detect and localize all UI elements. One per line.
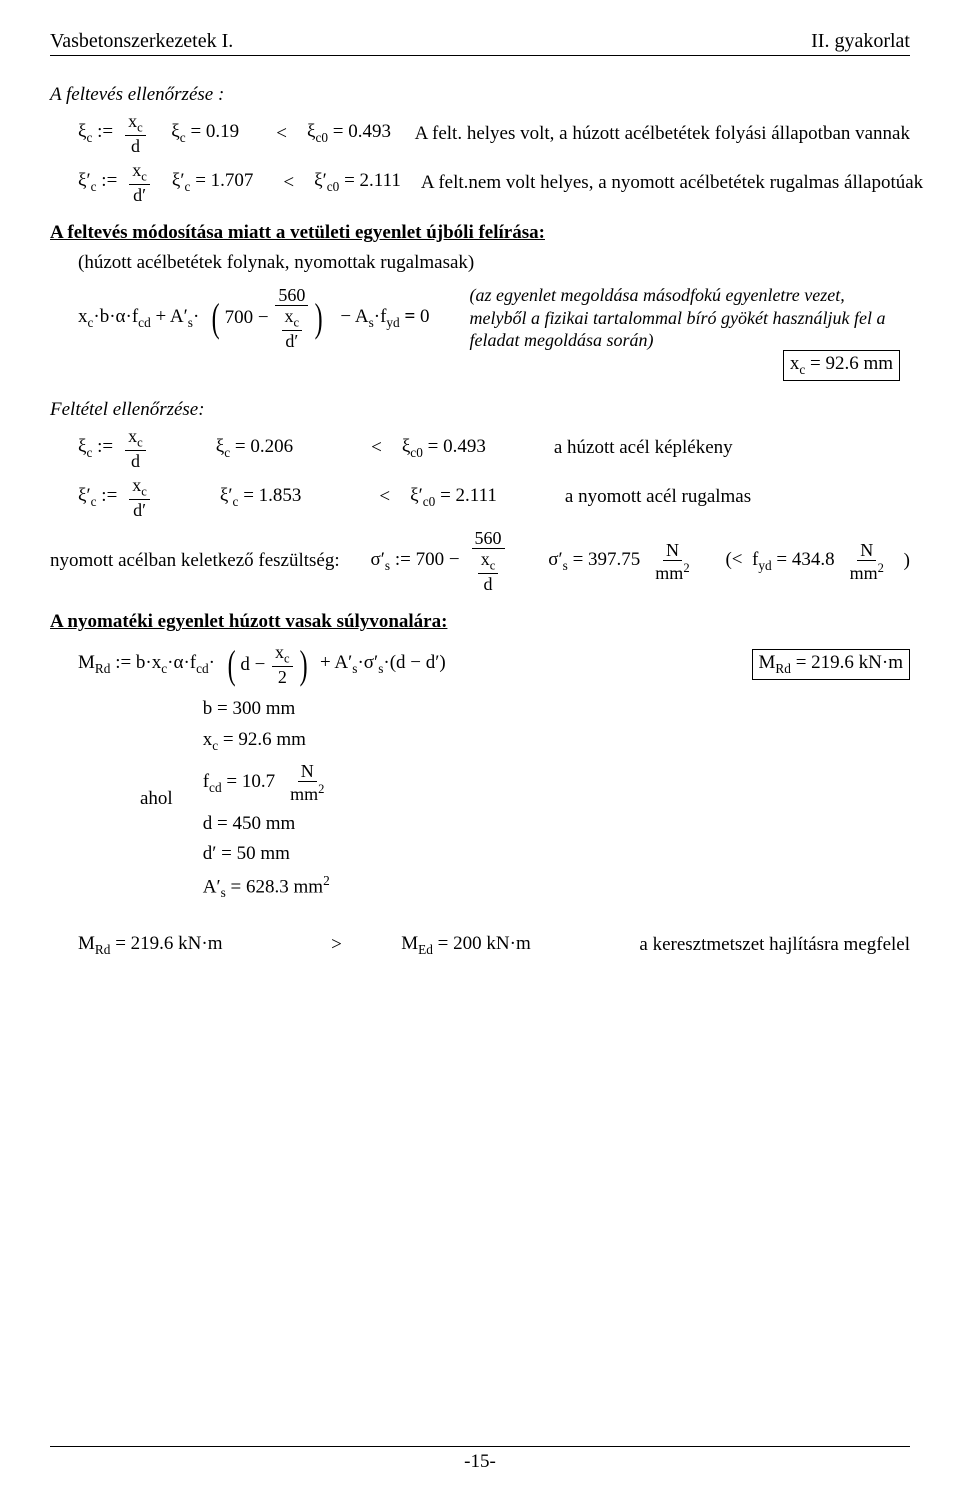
final-note: a keresztmetszet hajlításra megfelel [639, 934, 910, 956]
eq-xi-c-line1: ξc := xcd ξc = 0.19 < ξc0 = 0.493 A felt… [78, 112, 910, 155]
header-left: Vasbetonszerkezetek I. [50, 30, 233, 53]
mod-title: A feltevés módosítása miatt a vetületi e… [50, 222, 910, 244]
eq-xi-c-line2: ξ′c := xcd′ ξ′c = 1.707 < ξ′c0 = 2.111 A… [78, 161, 910, 204]
final-compare: MRd = 219.6 kN·m > MEd = 200 kN·m a kere… [78, 933, 910, 958]
cond-title: Feltétel ellenőrzése: [50, 399, 910, 421]
moment-eq: MRd := b·xc·α·fcd· ( d − xc2 ) + A′s·σ′s… [78, 643, 910, 686]
cond1-xic: 0.206 [250, 436, 293, 457]
xi-c0-val-2: 2.111 [360, 170, 401, 191]
final-mrd: 219.6 kN·m [131, 933, 223, 954]
param-fcd: fcd = 10.7 Nmm2 [203, 762, 330, 803]
mrd-val: 219.6 kN·m [811, 652, 903, 673]
param-d: d = 450 mm [203, 809, 330, 839]
mod-note: (az egyenlet megoldása másodfokú egyenle… [470, 284, 890, 352]
line2-note: A felt.nem volt helyes, a nyomott acélbe… [421, 172, 923, 194]
s560: 560 [472, 529, 505, 549]
param-asprime: A′s = 628.3 mm2 [203, 870, 330, 903]
param-xc: xc = 92.6 mm [203, 725, 330, 756]
xi-c-val-1: 0.19 [206, 121, 239, 142]
ahol-label: ahol [140, 788, 173, 810]
cond1-xic0: 0.493 [443, 436, 486, 457]
cond2-xic: 1.853 [259, 485, 302, 506]
param-b-val: 300 mm [232, 698, 295, 719]
sigma-val: 397.75 [588, 549, 640, 570]
page-header: Vasbetonszerkezetek I. II. gyakorlat [50, 30, 910, 56]
mrd-box: MRd = 219.6 kN·m [752, 649, 910, 680]
xi-c-val-2: 1.707 [211, 170, 254, 191]
cond-line1: ξc := xcd ξc = 0.206 < ξc0 = 0.493 a húz… [78, 427, 910, 470]
param-dprime: d′ = 50 mm [203, 839, 330, 869]
cond-line2: ξ′c := xcd′ ξ′c = 1.853 < ξ′c0 = 2.111 a… [78, 476, 910, 519]
stress-label: nyomott acélban keletkező feszültség: [50, 550, 340, 572]
param-dprime-val: 50 mm [237, 843, 290, 864]
param-asprime-val: 628.3 mm [246, 876, 323, 897]
mod-equation-row: xc·b·α·fcd + A′s· ( 700 − 560 xcd′ ) − A… [78, 284, 910, 352]
param-xc-val: 92.6 mm [238, 729, 306, 750]
xc-result-box: xc = 92.6 mm [783, 350, 900, 381]
cond1-note: a húzott acél képlékeny [554, 437, 733, 459]
eq-zero: 0 [420, 306, 430, 327]
s700: 700 [416, 549, 445, 570]
stress-row: nyomott acélban keletkező feszültség: σ′… [50, 529, 910, 593]
page-footer: -15- [50, 1446, 910, 1473]
mod-sub: (húzott acélbetétek folynak, nyomottak r… [78, 252, 910, 274]
param-fcd-val: 10.7 [242, 771, 275, 792]
xc-result: 92.6 mm [825, 353, 893, 374]
param-d-val: 450 mm [232, 813, 295, 834]
header-right: II. gyakorlat [811, 30, 910, 53]
cond2-xic0: 2.111 [456, 485, 497, 506]
m-two: 2 [275, 667, 290, 686]
cond2-note: a nyomott acél rugalmas [565, 486, 751, 508]
param-b: b = 300 mm [203, 694, 330, 724]
moment-title: A nyomatéki egyenlet húzott vasak súlyvo… [50, 611, 910, 633]
section-title-check: A feltevés ellenőrzése : [50, 84, 910, 106]
k560-a: 560 [275, 286, 308, 306]
line1-note: A felt. helyes volt, a húzott acélbetéte… [415, 123, 910, 145]
k700: 700 [225, 307, 254, 329]
final-med: 200 kN·m [453, 933, 531, 954]
fyd-val: 434.8 [792, 549, 835, 570]
xi-c0-val-1: 0.493 [348, 121, 391, 142]
page: Vasbetonszerkezetek I. II. gyakorlat A f… [0, 0, 960, 1508]
